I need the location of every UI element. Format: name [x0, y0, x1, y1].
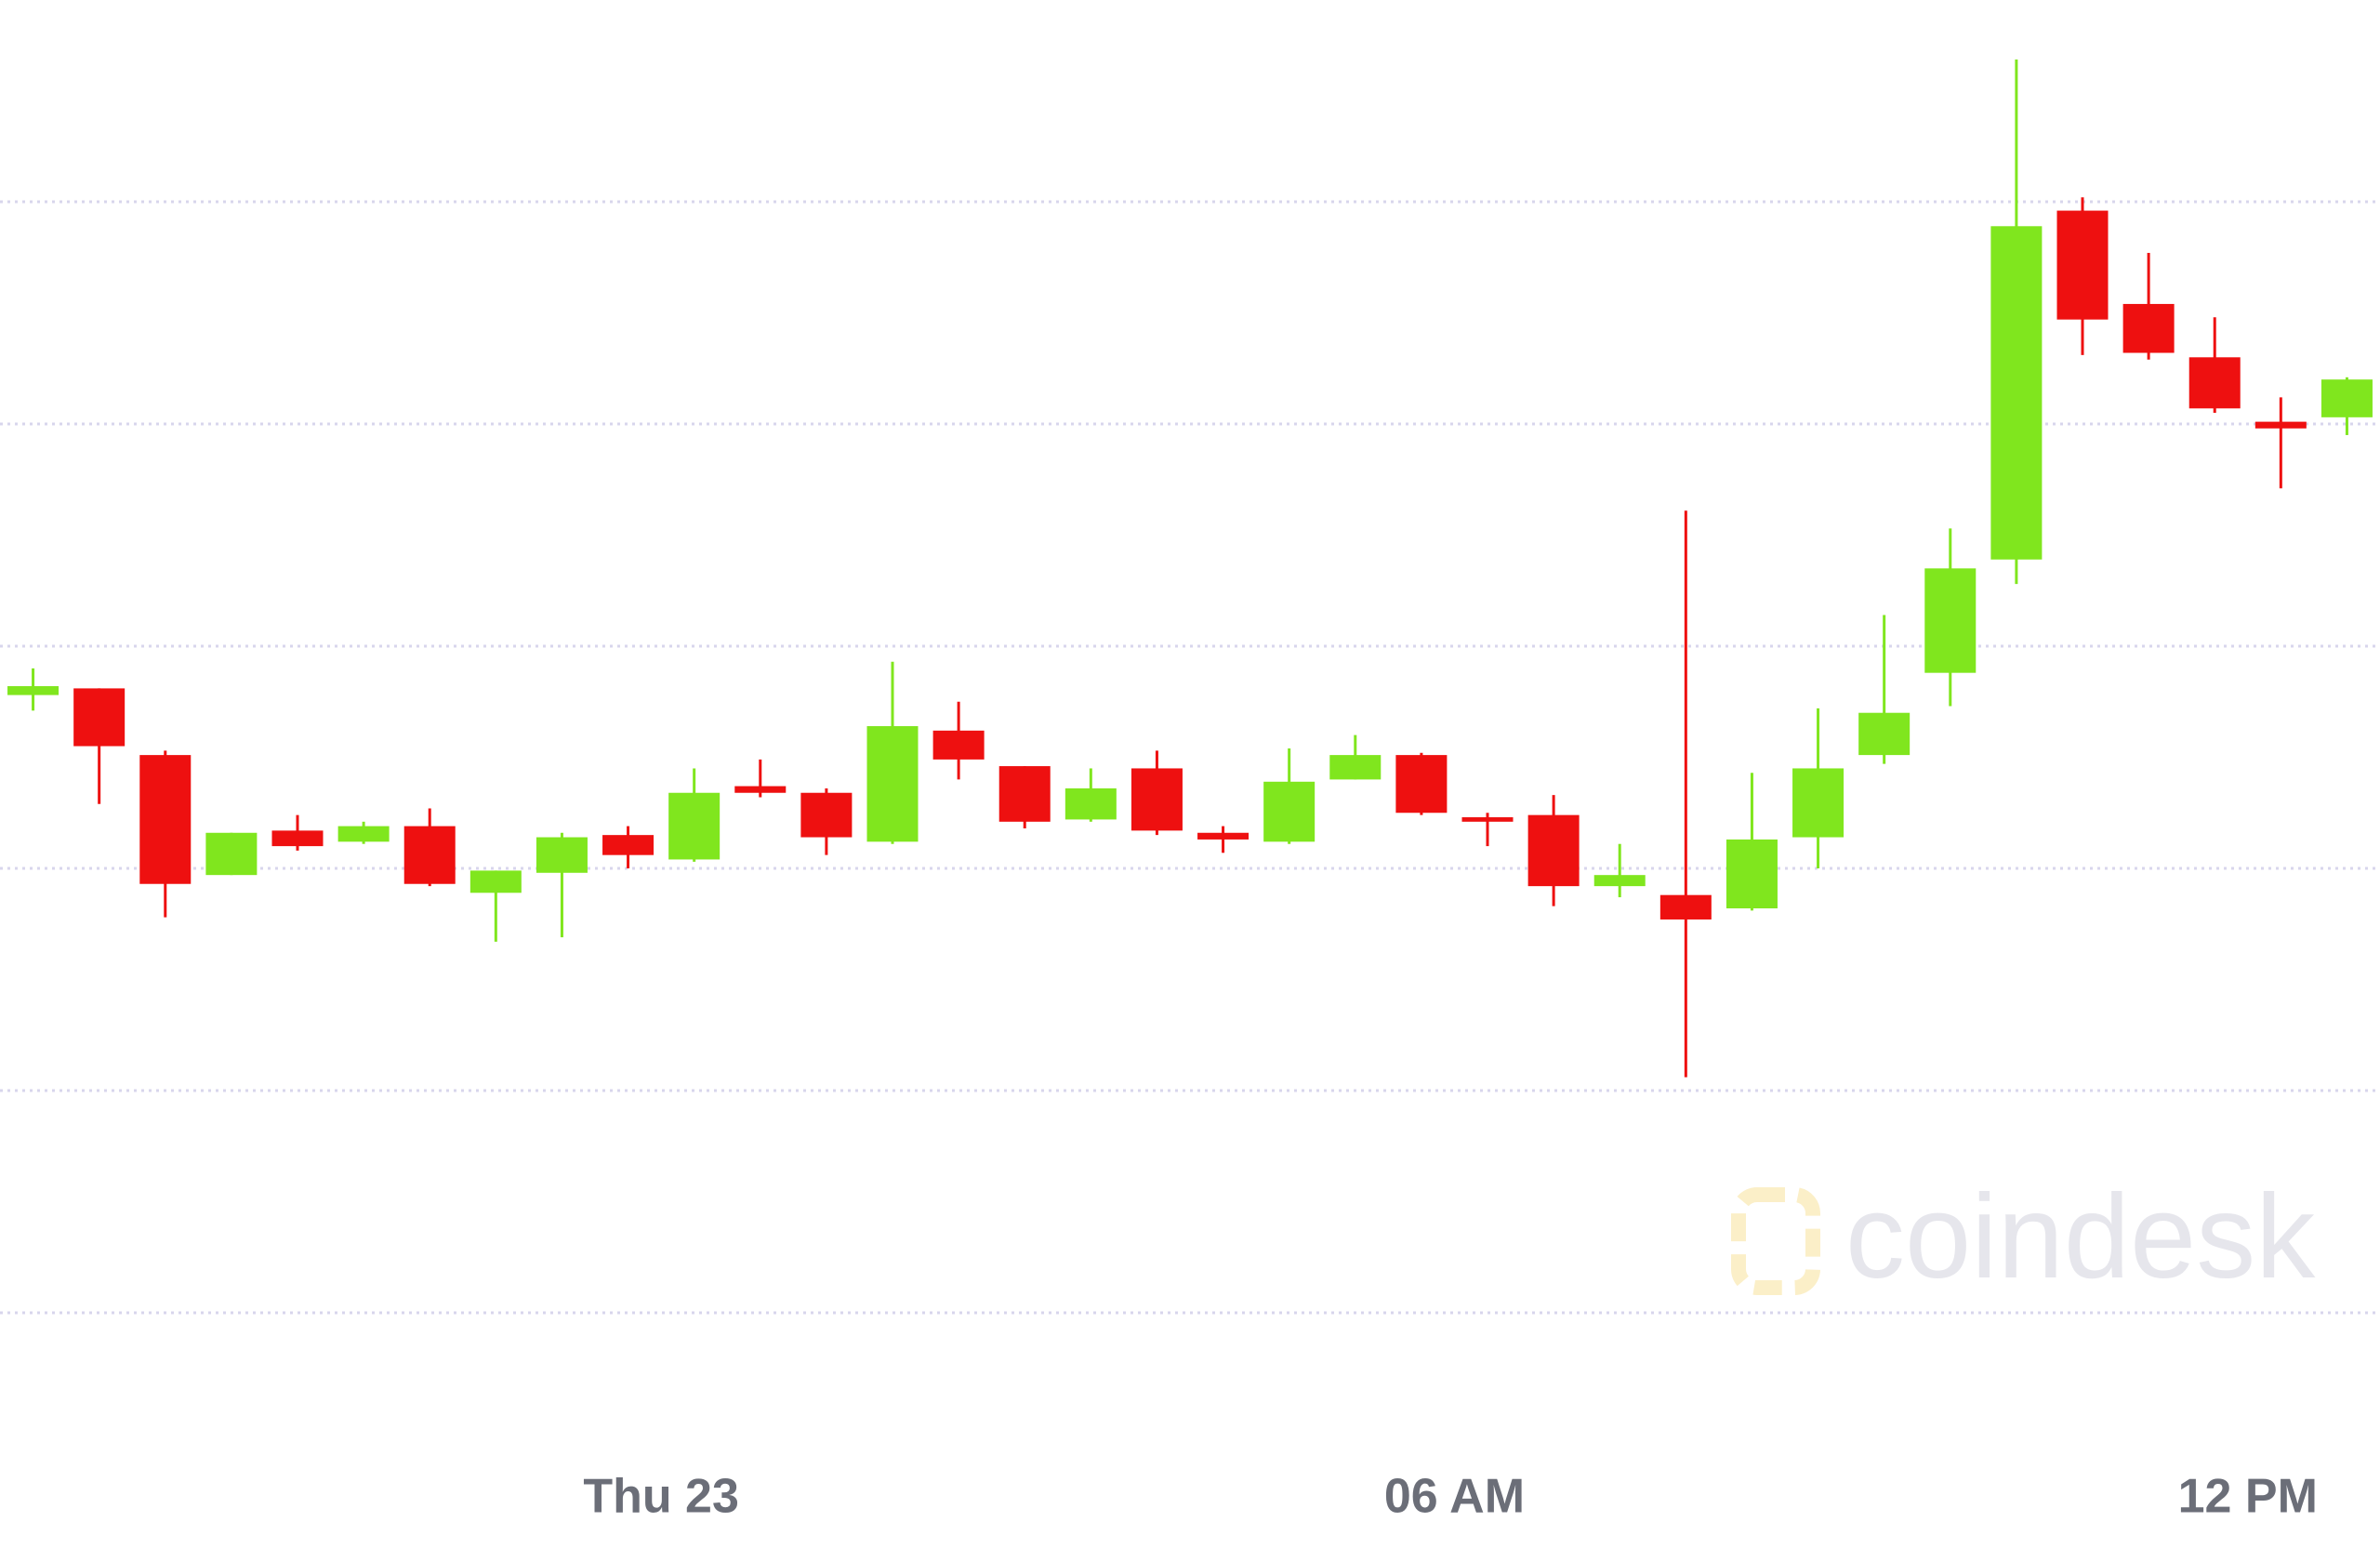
- candle: [2254, 397, 2307, 489]
- candle: [337, 821, 390, 844]
- watermark: coindesk: [1731, 1171, 2316, 1303]
- candle-body: [1924, 568, 1977, 673]
- candle-body: [998, 766, 1051, 822]
- candle: [2320, 377, 2373, 435]
- candle: [1130, 750, 1183, 836]
- candle-body: [469, 870, 522, 893]
- candle-body: [2254, 421, 2307, 429]
- candle-body: [1659, 894, 1712, 920]
- candle: [1395, 752, 1448, 815]
- candle: [1593, 843, 1646, 898]
- candle: [602, 826, 654, 868]
- candle-body: [2320, 379, 2373, 417]
- x-tick-label: 06 AM: [1384, 1470, 1525, 1524]
- candle: [1064, 768, 1117, 822]
- candle-body: [602, 835, 654, 855]
- candle: [2056, 197, 2109, 355]
- candle: [1858, 615, 1911, 764]
- candle-body: [1990, 226, 2043, 560]
- candle: [205, 832, 258, 876]
- candle: [1659, 510, 1712, 1078]
- candle-body: [536, 837, 588, 873]
- candle-body: [932, 730, 985, 760]
- candle: [1197, 826, 1250, 853]
- candle: [800, 787, 853, 855]
- candle: [1990, 60, 2043, 585]
- candle: [1726, 773, 1778, 911]
- candle-body: [1329, 755, 1382, 780]
- candle-body: [1792, 768, 1844, 838]
- candle: [7, 668, 60, 711]
- candle-body: [337, 826, 390, 842]
- candle-body: [2122, 303, 2175, 353]
- candle-body: [1263, 781, 1316, 842]
- watermark-text: coindesk: [1845, 1171, 2316, 1303]
- candle-body: [205, 832, 258, 876]
- candle-body: [1395, 755, 1448, 814]
- candle-body: [403, 826, 456, 884]
- candle-body: [1461, 817, 1514, 822]
- candle: [932, 701, 985, 780]
- candle-body: [1197, 832, 1250, 840]
- candle: [403, 808, 456, 887]
- candle: [73, 688, 126, 804]
- candle: [2122, 252, 2175, 360]
- candle: [1527, 795, 1580, 906]
- candle: [271, 814, 324, 851]
- candle: [734, 759, 787, 798]
- candle-body: [7, 686, 60, 695]
- candle: [1924, 528, 1977, 707]
- candle: [866, 661, 919, 844]
- x-tick-label: Thu 23: [583, 1470, 739, 1524]
- candle-body: [1527, 814, 1580, 887]
- candle-body: [139, 755, 192, 884]
- candle-body: [1858, 712, 1911, 756]
- candle-body: [1593, 875, 1646, 887]
- candle-body: [1064, 787, 1117, 820]
- candle: [139, 750, 192, 918]
- candle-body: [2056, 210, 2109, 320]
- candle: [1329, 734, 1382, 780]
- candle: [469, 870, 522, 942]
- candle: [668, 768, 721, 862]
- candle: [536, 832, 588, 938]
- candle: [2188, 317, 2241, 414]
- candle-body: [1726, 839, 1778, 909]
- candle: [998, 766, 1051, 828]
- watermark-logo: [1731, 1187, 1820, 1295]
- candle-body: [668, 792, 721, 860]
- candle-body: [73, 688, 126, 747]
- candle-body: [271, 830, 324, 847]
- candle-body: [734, 786, 787, 793]
- candle: [1263, 748, 1316, 844]
- candle-body: [1130, 768, 1183, 831]
- x-tick-label: 12 PM: [2178, 1470, 2318, 1524]
- candle: [1792, 708, 1844, 868]
- grid: [0, 200, 2380, 1315]
- candle-body: [2188, 357, 2241, 409]
- candle-body: [800, 792, 853, 838]
- candle: [1461, 813, 1514, 847]
- candle-body: [866, 726, 919, 842]
